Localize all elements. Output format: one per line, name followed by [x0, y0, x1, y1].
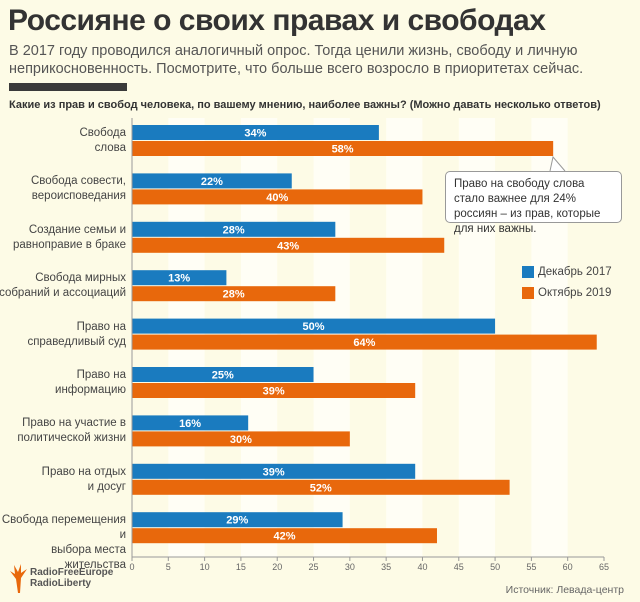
category-label-line: политической жизни	[17, 432, 126, 445]
bar-value-label: 13%	[168, 273, 190, 285]
bar-value-label: 16%	[179, 418, 201, 430]
category-label-line: равноправие в браке	[12, 238, 126, 251]
category-label-line: слова	[94, 142, 126, 154]
bar-value-label: 28%	[223, 224, 245, 236]
bar-oct2019	[132, 189, 423, 205]
category-label-line: Создание семьи и	[28, 223, 126, 236]
category-label-line: Право на	[76, 369, 126, 381]
bar-value-label: 30%	[230, 434, 252, 446]
bar-dec2017	[132, 173, 292, 189]
callout-pointer	[549, 155, 566, 172]
bar-dec2017	[132, 221, 336, 237]
bar-value-label: 22%	[201, 176, 223, 188]
x-tick-label: 40	[417, 562, 427, 572]
bar-oct2019	[132, 479, 510, 495]
legend-swatch	[522, 287, 534, 299]
rferl-logo[interactable]: RadioFreeEurope RadioLiberty	[8, 563, 113, 593]
bar-value-label: 52%	[310, 482, 332, 494]
bar-value-label: 42%	[273, 531, 295, 543]
category-label-line: Свобода	[79, 127, 126, 139]
bar-dec2017	[132, 367, 314, 382]
legend-label: Октябрь 2019	[538, 287, 612, 299]
x-tick-label: 50	[490, 562, 500, 572]
x-tick-label: 65	[599, 562, 609, 572]
x-tick-label: 10	[200, 562, 210, 572]
category-label-line: Право на отдых	[41, 465, 126, 478]
category-label: Право на информацию	[0, 368, 126, 398]
bar-oct2019	[132, 141, 554, 156]
category-label-line: Свобода совести,	[31, 175, 126, 188]
bar-dec2017	[132, 125, 379, 140]
bar-oct2019	[132, 286, 336, 302]
category-label-line: Право на	[76, 320, 126, 333]
bar-value-label: 43%	[277, 240, 299, 252]
x-tick-label: 25	[309, 562, 319, 572]
logo-line2: RadioLiberty	[30, 578, 92, 589]
category-label: Свобода слова	[0, 126, 126, 156]
bar-value-label: 39%	[263, 466, 285, 478]
bar-value-label: 64%	[353, 337, 375, 349]
bar-value-label: 40%	[266, 192, 288, 204]
category-label: Свобода перемещения и выбора места житель…	[0, 513, 126, 573]
category-label: Право на справедливый суд	[0, 320, 126, 350]
bar-oct2019	[132, 334, 597, 350]
logo-line1: RadioFreeEurope	[30, 567, 114, 578]
bar-oct2019	[132, 431, 350, 447]
category-label: Свобода мирных собраний и ассоциаций	[0, 271, 126, 301]
rferl-torch-icon	[10, 564, 27, 593]
chart-question: Какие из прав и свобод человека, по ваше…	[9, 99, 601, 111]
category-label-line: Свобода мирных	[35, 272, 126, 285]
page-title: Россияне о своих правах и свободах	[8, 4, 546, 37]
bar-value-label: 34%	[244, 128, 266, 140]
bar-value-label: 58%	[332, 144, 354, 156]
legend-label: Декабрь 2017	[538, 266, 612, 278]
category-label-line: Право на участие в	[22, 417, 126, 430]
bar-oct2019	[132, 528, 437, 544]
legend-item-oct2019: Октябрь 2019	[522, 287, 611, 299]
x-tick-label: 20	[272, 562, 282, 572]
bar-dec2017	[132, 270, 227, 286]
legend-item-dec2017: Декабрь 2017	[522, 266, 612, 278]
x-tick-label: 15	[236, 562, 246, 572]
bar-oct2019	[132, 237, 445, 253]
x-tick-label: 45	[454, 562, 464, 572]
category-label: Свобода совести, вероисповедания	[0, 174, 126, 204]
category-label-line: и досуг	[87, 480, 126, 493]
bar-value-label: 25%	[212, 370, 234, 382]
category-label: Создание семьи и равноправие в браке	[0, 223, 126, 253]
callout-annotation: Право на свободу слова стало важнее для …	[445, 171, 622, 235]
category-label-line: Свобода перемещения и	[1, 514, 126, 542]
category-label: Право на участие в политической жизни	[0, 416, 126, 446]
x-tick-label: 55	[526, 562, 536, 572]
category-label-line: вероисповедания	[31, 190, 126, 203]
category-label: Право на отдых и досуг	[0, 465, 126, 495]
x-tick-label: 35	[381, 562, 391, 572]
category-label-line: справедливый суд	[27, 335, 126, 348]
x-tick-label: 0	[129, 562, 134, 572]
source-note: Источник: Левада-центр	[505, 584, 624, 596]
bar-dec2017	[132, 415, 249, 431]
bar-dec2017	[132, 318, 496, 334]
divider	[9, 83, 127, 91]
category-label-line: информацию	[55, 384, 126, 396]
x-tick-label: 60	[563, 562, 573, 572]
bar-dec2017	[132, 512, 343, 528]
subtitle: В 2017 году проводился аналогичный опрос…	[9, 43, 584, 77]
bar-value-label: 29%	[226, 515, 248, 527]
x-tick-label: 30	[345, 562, 355, 572]
x-tick-label: 5	[166, 562, 171, 572]
legend-swatch	[522, 266, 534, 278]
bar-oct2019	[132, 383, 416, 398]
bar-dec2017	[132, 463, 416, 479]
category-label-line: выбора места жительства	[51, 544, 126, 572]
category-label-line: собраний и ассоциаций	[0, 287, 126, 300]
bar-value-label: 50%	[303, 321, 325, 333]
bar-value-label: 28%	[223, 289, 245, 301]
bar-value-label: 39%	[263, 386, 285, 398]
